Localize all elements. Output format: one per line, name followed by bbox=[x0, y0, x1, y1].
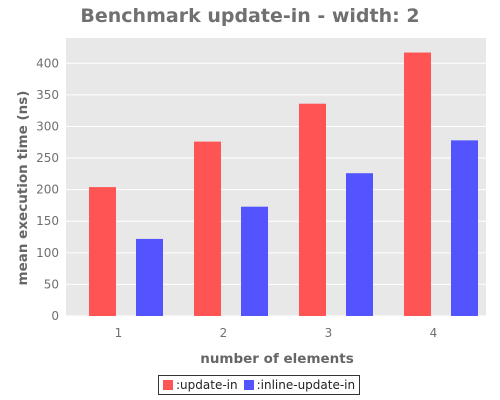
x-axis-title: number of elements bbox=[200, 351, 354, 367]
chart-title: Benchmark update-in - width: 2 bbox=[80, 5, 419, 27]
legend-item-update-in: :update-in bbox=[163, 378, 238, 392]
y-tick-label: 100 bbox=[36, 246, 59, 260]
y-tick-label: 50 bbox=[44, 277, 59, 291]
bar bbox=[404, 52, 431, 316]
legend-label: :inline-update-in bbox=[256, 378, 356, 392]
legend-swatch bbox=[243, 380, 254, 390]
y-tick-label: 0 bbox=[51, 309, 59, 323]
bar bbox=[241, 206, 268, 316]
y-tick-label: 400 bbox=[36, 56, 59, 70]
y-tick-label: 350 bbox=[36, 88, 59, 102]
x-tick-label: 3 bbox=[325, 326, 333, 340]
y-axis-ticks: 0 50 100 150 200 250 300 350 400 bbox=[36, 56, 59, 323]
x-tick-label: 4 bbox=[430, 326, 438, 340]
legend-item-inline-update-in: :inline-update-in bbox=[243, 378, 356, 392]
bar bbox=[299, 103, 326, 316]
legend-label: :update-in bbox=[176, 378, 238, 392]
bar bbox=[451, 140, 478, 316]
x-axis-ticks: 1 2 3 4 bbox=[115, 326, 438, 340]
bar bbox=[194, 141, 221, 316]
x-tick-label: 2 bbox=[220, 326, 228, 340]
bar bbox=[89, 187, 116, 316]
y-tick-label: 200 bbox=[36, 183, 59, 197]
y-axis-title: mean execution time (ns) bbox=[15, 91, 31, 286]
y-tick-label: 300 bbox=[36, 119, 59, 133]
bars bbox=[89, 52, 478, 316]
y-tick-label: 150 bbox=[36, 214, 59, 228]
bar bbox=[346, 173, 373, 316]
y-tick-label: 250 bbox=[36, 151, 59, 165]
bar bbox=[136, 238, 163, 316]
x-tick-label: 1 bbox=[115, 326, 123, 340]
legend: :update-in :inline-update-in bbox=[158, 375, 361, 395]
legend-swatch bbox=[163, 380, 173, 390]
